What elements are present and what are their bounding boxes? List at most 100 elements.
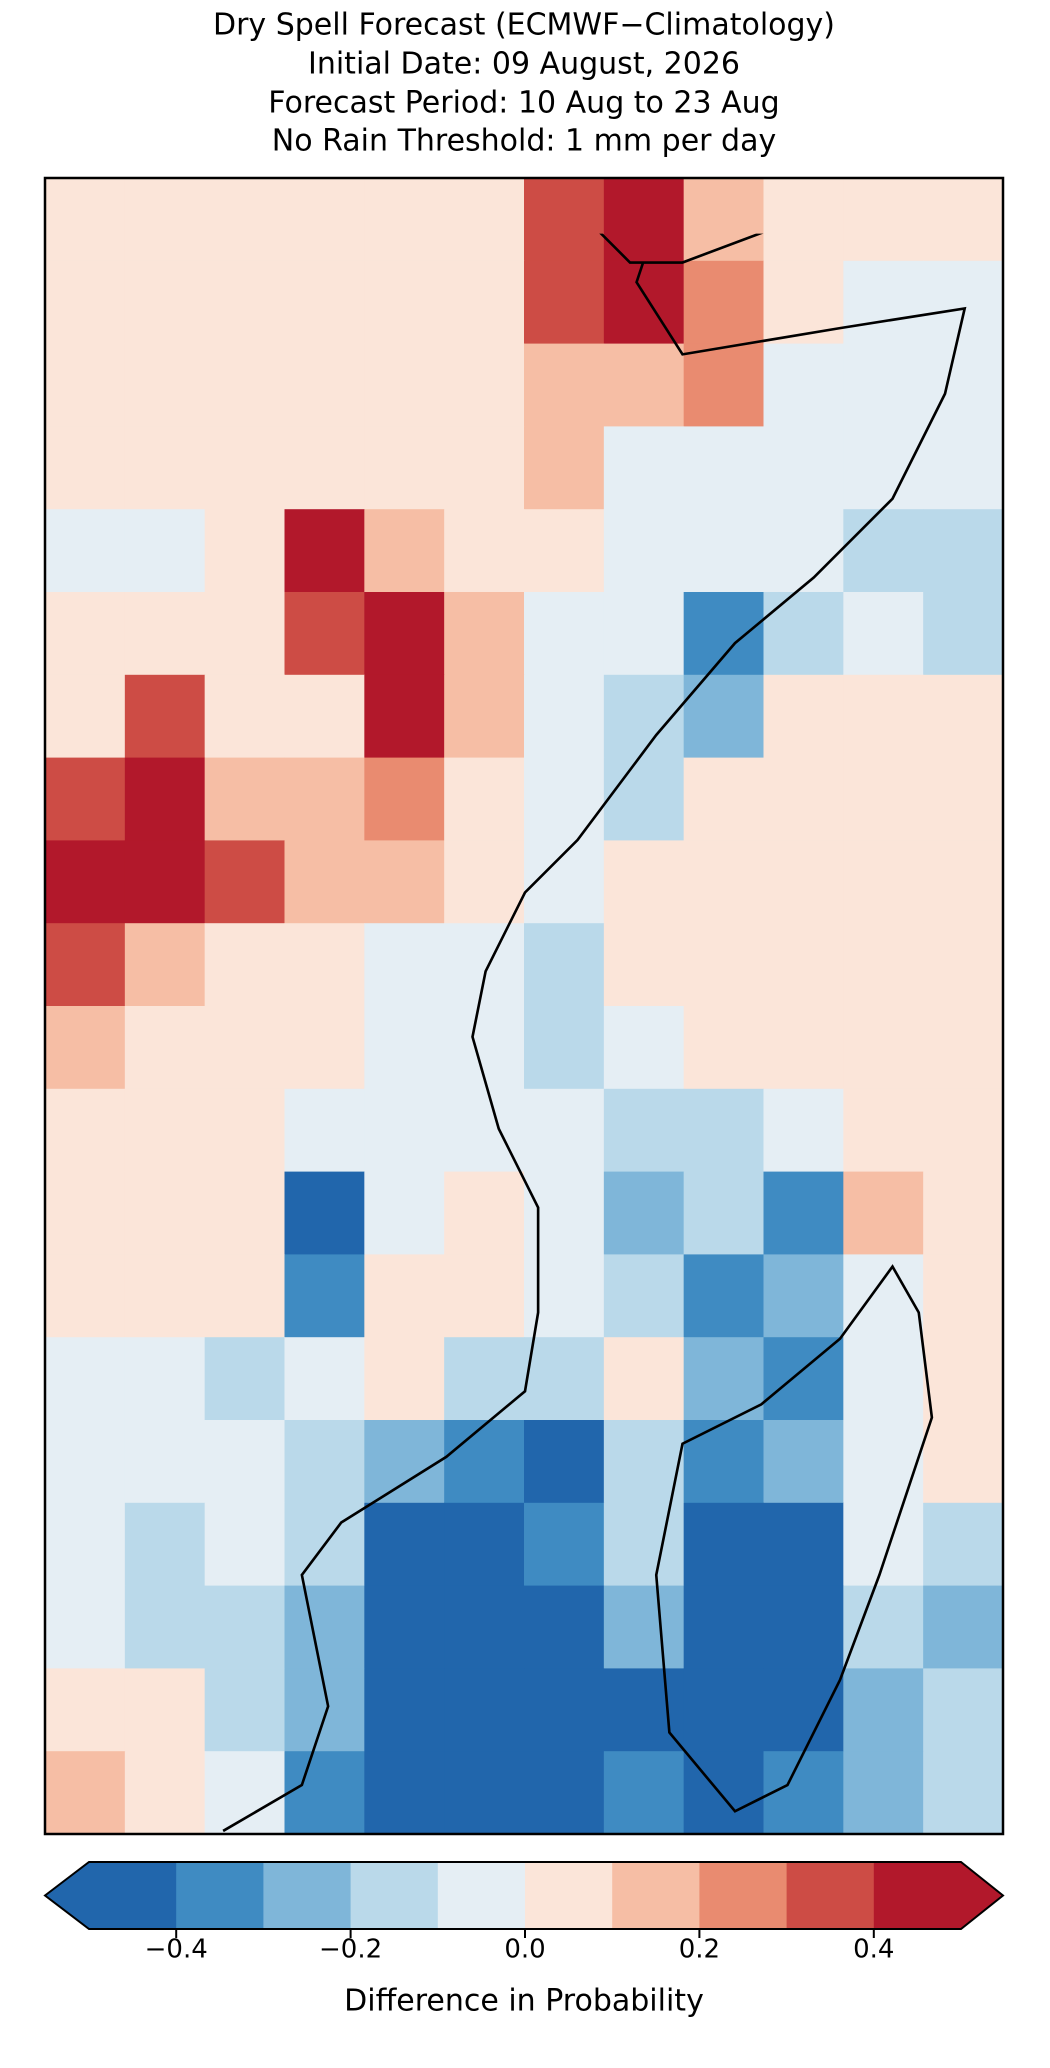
colorbar: −0.4 −0.2 0.0 0.2 0.4 <box>43 1861 1005 1965</box>
cell <box>923 1088 1003 1173</box>
cell <box>763 1502 844 1587</box>
cell <box>444 509 525 593</box>
cell <box>923 1420 1003 1504</box>
cell <box>843 509 924 593</box>
cell <box>923 840 1003 924</box>
cell <box>444 1668 525 1752</box>
cell <box>524 426 605 510</box>
cell <box>204 1006 285 1090</box>
cell <box>923 1585 1003 1669</box>
cell <box>284 1088 365 1173</box>
cell <box>843 757 924 841</box>
cell <box>204 1585 285 1669</box>
cell <box>763 592 844 676</box>
cell <box>683 1668 764 1752</box>
cell <box>364 1006 445 1090</box>
cell <box>843 1337 924 1421</box>
cell <box>524 1668 605 1752</box>
colorbar-tick-label: −0.4 <box>145 1935 208 1965</box>
cell <box>923 592 1003 676</box>
cell <box>444 343 525 427</box>
cell <box>843 1171 924 1255</box>
cell <box>204 1420 285 1504</box>
cell <box>284 674 365 759</box>
cell <box>683 1006 764 1090</box>
cell <box>364 1171 445 1255</box>
cell <box>763 178 844 262</box>
colorbar-bin <box>437 1862 526 1929</box>
cell <box>364 840 445 924</box>
cell <box>444 923 525 1007</box>
cell <box>603 1751 685 1834</box>
cell <box>284 426 365 510</box>
cell <box>45 1171 126 1255</box>
cell <box>923 1171 1003 1255</box>
cell <box>444 674 525 759</box>
cell <box>843 1502 924 1587</box>
cell <box>284 509 365 593</box>
colorbar-bin <box>89 1862 177 1929</box>
cell <box>364 1088 445 1173</box>
cell <box>524 1006 605 1090</box>
cell <box>364 1668 445 1752</box>
cell <box>923 1502 1003 1587</box>
cell <box>124 1751 206 1834</box>
colorbar-tick-label: −0.2 <box>319 1935 382 1965</box>
cell <box>204 426 285 510</box>
colorbar-outline <box>43 1861 1005 1930</box>
cell <box>45 343 126 427</box>
coastline <box>222 233 967 1833</box>
cell <box>364 1254 445 1338</box>
cell <box>843 674 924 759</box>
cell <box>603 426 685 510</box>
cell <box>603 1337 685 1421</box>
cell <box>364 426 445 510</box>
cell <box>683 260 764 345</box>
cell <box>683 757 764 841</box>
cell <box>524 674 605 759</box>
cell <box>603 178 685 262</box>
cell <box>524 1420 605 1504</box>
cell <box>843 343 924 427</box>
cell <box>683 592 764 676</box>
cell <box>763 1751 844 1834</box>
cell <box>763 509 844 593</box>
cell <box>843 1254 924 1338</box>
cell <box>444 757 525 841</box>
cell <box>45 1585 126 1669</box>
cell <box>603 923 685 1007</box>
cell <box>603 1254 685 1338</box>
cell <box>923 923 1003 1007</box>
cell <box>444 260 525 345</box>
cell <box>683 1420 764 1504</box>
cell <box>843 1751 924 1834</box>
cell <box>124 178 206 262</box>
cell <box>444 1585 525 1669</box>
cell <box>364 923 445 1007</box>
cell <box>444 1254 525 1338</box>
cell <box>923 260 1003 345</box>
cell <box>763 1006 844 1090</box>
cell <box>603 1585 685 1669</box>
cell <box>763 1585 844 1669</box>
cell <box>45 426 126 510</box>
cell <box>843 1668 924 1752</box>
cell <box>763 1420 844 1504</box>
cell <box>763 840 844 924</box>
cell <box>284 592 365 676</box>
cell <box>204 1254 285 1338</box>
cell <box>843 923 924 1007</box>
cell <box>763 923 844 1007</box>
cell <box>603 1668 685 1752</box>
cell <box>45 1337 126 1421</box>
cell <box>124 260 206 345</box>
cell <box>124 1502 206 1587</box>
cell <box>284 757 365 841</box>
cell <box>603 1006 685 1090</box>
colorbar-bin <box>525 1862 613 1929</box>
cell <box>45 1668 126 1752</box>
cell <box>603 343 685 427</box>
cell <box>284 1585 365 1669</box>
cell <box>683 1502 764 1587</box>
